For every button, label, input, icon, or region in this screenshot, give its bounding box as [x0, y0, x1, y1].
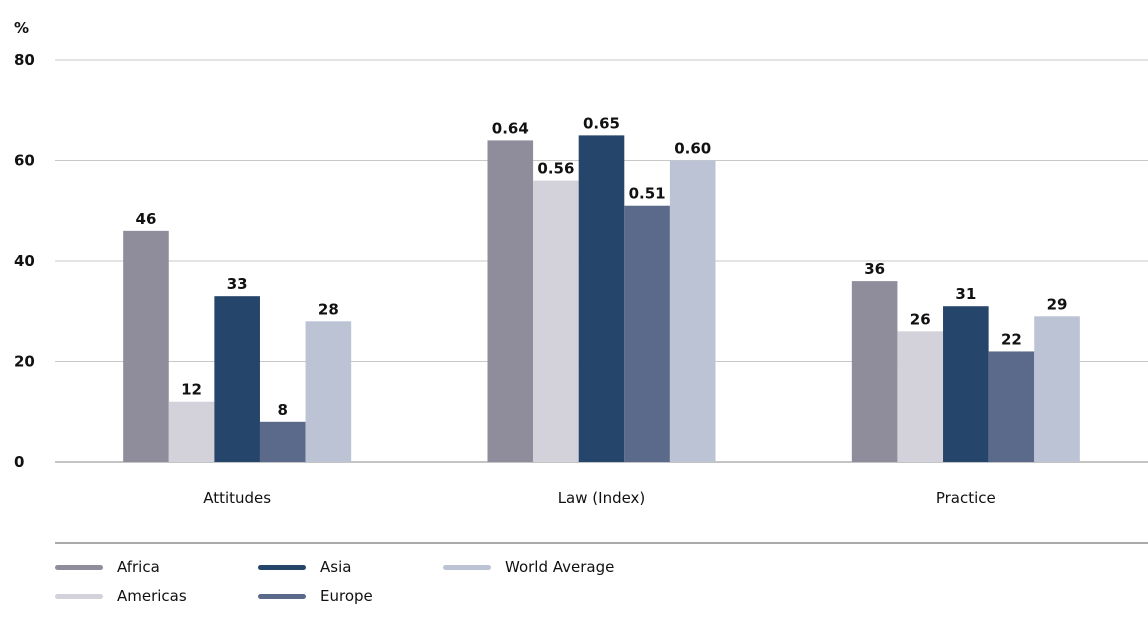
bar	[487, 140, 534, 462]
bar	[214, 296, 260, 462]
legend-label: Europe	[320, 587, 373, 605]
y-axis-ticks: 0 20 40 60 80	[14, 51, 35, 471]
bar	[943, 306, 989, 462]
bar-value-label: 0.64	[492, 119, 529, 137]
bar	[851, 281, 898, 462]
bar	[123, 230, 169, 462]
bars	[123, 135, 1080, 462]
bar-value-label: 0.51	[629, 185, 666, 203]
bar-value-label: 0.65	[583, 114, 620, 132]
bar-value-label: 36	[864, 260, 885, 278]
bar-value-label: 8	[278, 401, 288, 419]
legend-label: Americas	[117, 587, 187, 605]
bar-value-label: 0.56	[537, 160, 574, 178]
legend-swatch	[443, 564, 491, 570]
bar	[669, 160, 716, 462]
legend-label: World Average	[505, 558, 615, 576]
bar	[533, 180, 579, 462]
y-axis-unit: %	[14, 19, 29, 37]
y-tick-label: 20	[14, 353, 35, 371]
bar-value-label: 46	[136, 210, 157, 228]
y-tick-label: 60	[14, 152, 35, 170]
legend-label: Africa	[117, 558, 160, 576]
legend-swatch	[55, 593, 103, 599]
bar-value-labels: 46 12 33 8 28 0.64 0.56 0.65 0.51 0.60 36 26 31 22 29	[136, 114, 1068, 418]
x-tick-label: Attitudes	[203, 489, 271, 507]
legend-swatch	[258, 564, 306, 570]
x-axis-ticks: Attitudes Law (Index) Practice	[203, 489, 996, 507]
legend-item: Asia	[258, 556, 351, 578]
bar-value-label: 0.60	[674, 140, 711, 158]
bar	[624, 205, 670, 462]
bar-value-label: 22	[1001, 330, 1022, 348]
y-tick-label: 40	[14, 252, 35, 270]
bar-value-label: 31	[955, 285, 976, 303]
bar	[897, 331, 944, 462]
legend-item: Africa	[55, 556, 160, 578]
y-tick-label: 80	[14, 51, 35, 69]
legend-label: Asia	[320, 558, 352, 576]
legend-swatch	[55, 564, 103, 570]
bar-value-label: 28	[318, 300, 339, 318]
bar	[168, 401, 215, 462]
x-tick-label: Law (Index)	[558, 489, 646, 507]
bar-value-label: 33	[227, 275, 248, 293]
bar	[988, 351, 1035, 462]
legend-item: Americas	[55, 585, 187, 607]
bar-value-label: 29	[1047, 295, 1068, 313]
bar-value-label: 12	[181, 381, 202, 399]
y-tick-label: 0	[14, 453, 24, 471]
bar	[305, 321, 352, 462]
legend-item: World Average	[443, 556, 614, 578]
x-tick-label: Practice	[936, 489, 996, 507]
bar-value-label: 26	[910, 310, 931, 328]
legend-item: Europe	[258, 585, 373, 607]
bar	[578, 135, 625, 462]
bar	[1034, 316, 1080, 462]
bar	[259, 421, 306, 462]
legend-swatch	[258, 593, 306, 599]
